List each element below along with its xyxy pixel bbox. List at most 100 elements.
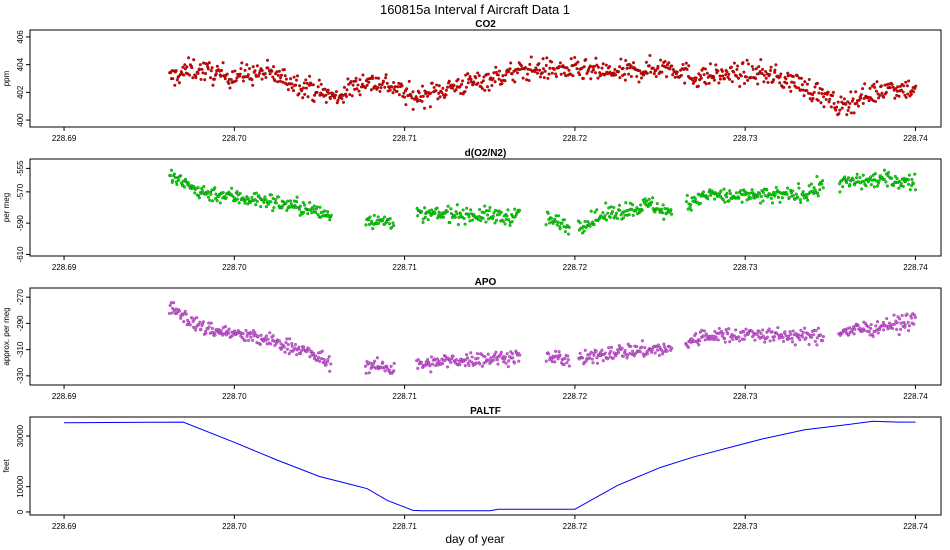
data-point [685,67,689,71]
data-point [318,359,322,363]
data-point [718,194,722,198]
data-point [344,94,349,99]
data-point [207,61,211,65]
data-point [604,201,608,205]
data-point [858,175,862,180]
data-point [475,352,479,356]
data-point [721,331,725,335]
data-point [862,328,867,332]
data-point [483,355,487,359]
data-point [814,329,818,333]
data-point [856,104,861,108]
data-point [697,343,701,347]
data-point [716,69,720,73]
data-point [377,82,382,87]
data-point [719,189,723,193]
data-point [701,190,705,194]
panel-title: d(O2/N2) [465,148,507,159]
data-point [435,357,439,361]
data-point [437,84,441,88]
data-point [772,78,776,82]
data-point [893,96,897,100]
data-point [230,334,235,338]
data-point [281,80,285,84]
data-point [702,334,706,338]
data-point [725,70,729,74]
data-point [664,65,668,69]
data-point [292,75,296,79]
data-point [895,177,899,181]
data-point [185,65,189,69]
data-point [898,84,902,88]
data-point [664,75,669,79]
data-point [852,111,856,115]
data-point [179,174,183,178]
data-point [732,70,736,74]
figure-title: 160815a Interval f Aircraft Data 1 [380,2,570,17]
data-point [523,65,527,70]
data-point [211,199,215,203]
data-point [595,356,599,360]
data-point [596,76,600,80]
data-point [428,105,432,109]
data-point [286,199,290,203]
data-point [223,77,227,81]
data-point [485,85,490,89]
data-point [670,64,674,68]
data-point [499,210,503,214]
data-point [168,303,172,308]
data-point [388,88,392,92]
data-point [873,85,877,90]
data-point [271,209,275,213]
data-point [246,73,250,77]
data-point [882,328,886,332]
data-point [595,63,599,67]
data-point [903,325,907,329]
data-point [381,360,385,364]
data-point [600,348,604,352]
data-point [204,71,208,76]
data-point [567,68,571,72]
data-point [172,172,176,176]
data-point [312,204,316,208]
data-point [488,205,492,210]
data-point [282,345,286,349]
data-point [308,200,312,205]
data-point [289,77,293,81]
data-point [655,202,659,206]
data-point [517,359,521,363]
data-point [702,73,706,77]
data-point [184,312,188,316]
data-point [640,339,644,343]
data-point [311,351,315,355]
data-point [227,327,231,331]
data-point [207,325,211,329]
data-point [510,212,514,217]
data-point [838,190,842,194]
data-point [451,86,455,90]
data-point [758,201,763,205]
data-point [859,93,863,97]
data-point [244,328,248,333]
data-point [762,73,766,77]
data-point [298,204,302,208]
data-point [215,64,219,68]
data-point [198,63,202,67]
plot-frame [29,287,942,386]
data-point [318,205,322,209]
data-point [351,83,355,87]
data-point [309,349,313,353]
data-point [909,92,913,96]
data-point [392,369,396,373]
data-point [499,350,503,354]
data-point [815,336,819,340]
data-point [832,101,836,106]
data-point [445,85,450,89]
data-point [489,356,493,360]
data-point [381,217,385,221]
data-point [816,194,820,198]
data-point [199,77,203,81]
data-point [573,55,577,60]
data-point [277,69,281,73]
data-point [467,363,471,367]
